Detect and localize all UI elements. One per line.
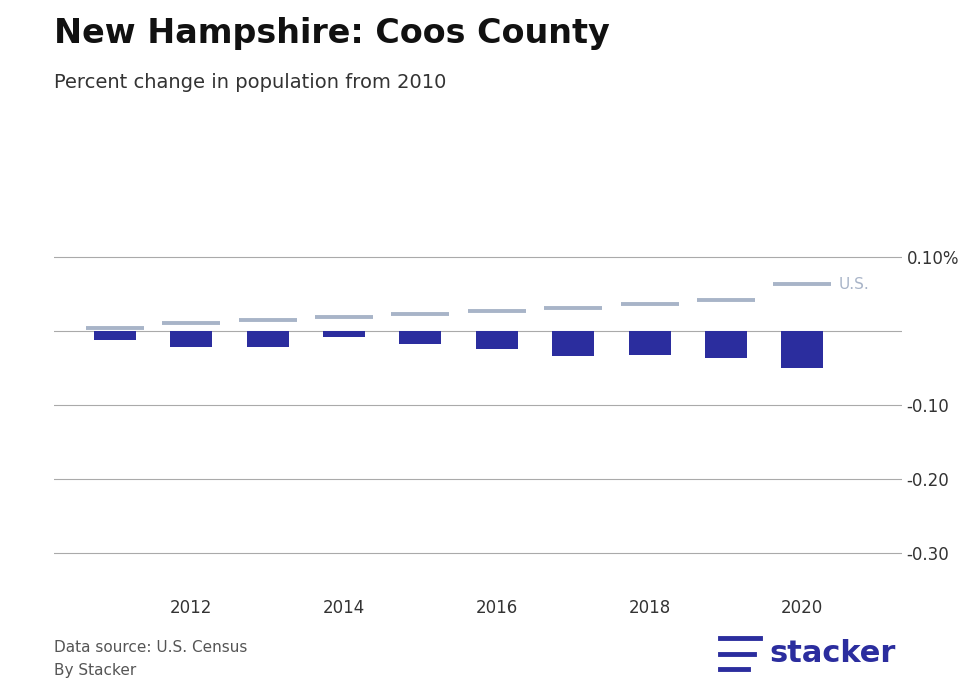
Bar	[323, 331, 366, 337]
Bar	[628, 331, 670, 355]
Bar	[400, 331, 441, 344]
Text: New Hampshire: Coos County: New Hampshire: Coos County	[54, 17, 610, 50]
Text: stacker: stacker	[769, 639, 896, 668]
Bar	[94, 331, 136, 340]
Bar	[171, 331, 213, 347]
Text: U.S.: U.S.	[839, 277, 869, 291]
Text: Percent change in population from 2010: Percent change in population from 2010	[54, 73, 446, 92]
Bar	[781, 331, 823, 368]
Bar	[476, 331, 517, 349]
Bar	[705, 331, 747, 357]
Text: Data source: U.S. Census: Data source: U.S. Census	[54, 640, 247, 654]
Bar	[247, 331, 289, 347]
Bar	[552, 331, 594, 356]
Text: By Stacker: By Stacker	[54, 663, 136, 677]
